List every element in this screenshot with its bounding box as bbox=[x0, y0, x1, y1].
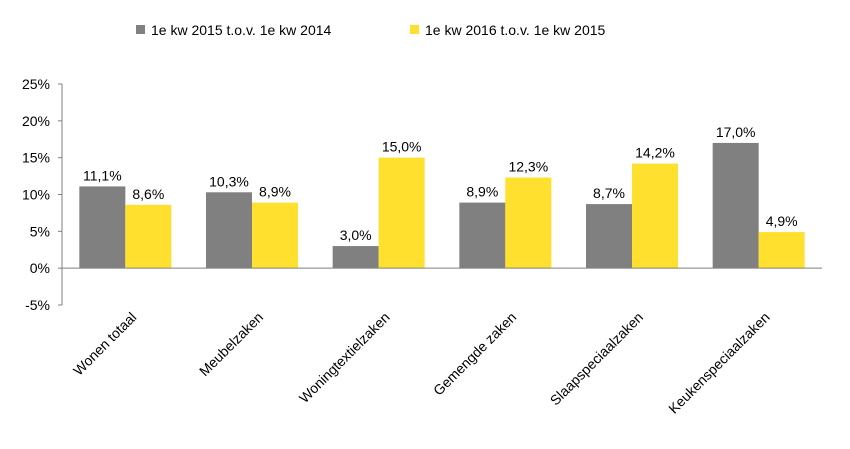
x-axis: Wonen totaal Meubelzaken Woningtextielzake… bbox=[62, 267, 822, 417]
x-tick-label: Slaapspeciaalzaken bbox=[547, 309, 646, 408]
bar bbox=[252, 202, 298, 269]
y-tick-label: 15% bbox=[22, 150, 50, 166]
data-label: 8,6% bbox=[132, 186, 164, 202]
legend-swatch bbox=[410, 25, 419, 34]
bar bbox=[206, 192, 252, 269]
data-label: 15,0% bbox=[382, 139, 422, 155]
x-tick-label: Woningtextielzaken bbox=[296, 309, 393, 406]
legend-label: 1e kw 2016 t.o.v. 1e kw 2015 bbox=[425, 22, 606, 38]
data-label: 17,0% bbox=[716, 124, 756, 140]
bar bbox=[632, 163, 678, 269]
data-label: 8,9% bbox=[466, 184, 498, 200]
y-tick-label: 10% bbox=[22, 187, 50, 203]
bar bbox=[378, 157, 425, 269]
data-label: 12,3% bbox=[508, 159, 548, 175]
y-tick-label: 5% bbox=[30, 223, 50, 239]
bar bbox=[459, 202, 506, 269]
x-tick-label: Wonen totaal bbox=[70, 309, 139, 378]
data-label: 8,7% bbox=[593, 185, 625, 201]
y-tick-label: 25% bbox=[22, 76, 50, 92]
data-label: 8,9% bbox=[259, 184, 291, 200]
legend-swatch bbox=[136, 25, 145, 34]
x-tick-label: Keukenspeciaalzaken bbox=[665, 309, 773, 417]
legend-label: 1e kw 2015 t.o.v. 1e kw 2014 bbox=[151, 22, 332, 38]
bar bbox=[758, 232, 805, 269]
data-label: 10,3% bbox=[209, 173, 249, 189]
data-label: 11,1% bbox=[83, 167, 122, 183]
bar bbox=[79, 186, 126, 269]
data-label: 4,9% bbox=[766, 213, 798, 229]
y-tick-label: -5% bbox=[25, 297, 50, 313]
data-label: 14,2% bbox=[635, 145, 675, 161]
bar bbox=[586, 204, 632, 269]
bar bbox=[505, 177, 552, 269]
bars: 11,1% 8,6% 10,3% 8,9% 3,0% 15,0% 8,9% 12,3% 8,7%… bbox=[79, 124, 805, 269]
legend: 1e kw 2015 t.o.v. 1e kw 2014 1e kw 2016 t… bbox=[136, 22, 606, 38]
data-label: 3,0% bbox=[340, 227, 372, 243]
x-tick-label: Gemengde zaken bbox=[430, 309, 519, 398]
bar bbox=[712, 142, 759, 269]
bar bbox=[332, 246, 379, 269]
y-axis: -5% 0% 5% 10% 15% 20% 25% bbox=[22, 76, 63, 313]
y-tick-label: 0% bbox=[30, 260, 50, 276]
bar bbox=[125, 204, 172, 269]
y-tick-label: 20% bbox=[22, 113, 50, 129]
x-tick-label: Meubelzaken bbox=[196, 309, 266, 379]
